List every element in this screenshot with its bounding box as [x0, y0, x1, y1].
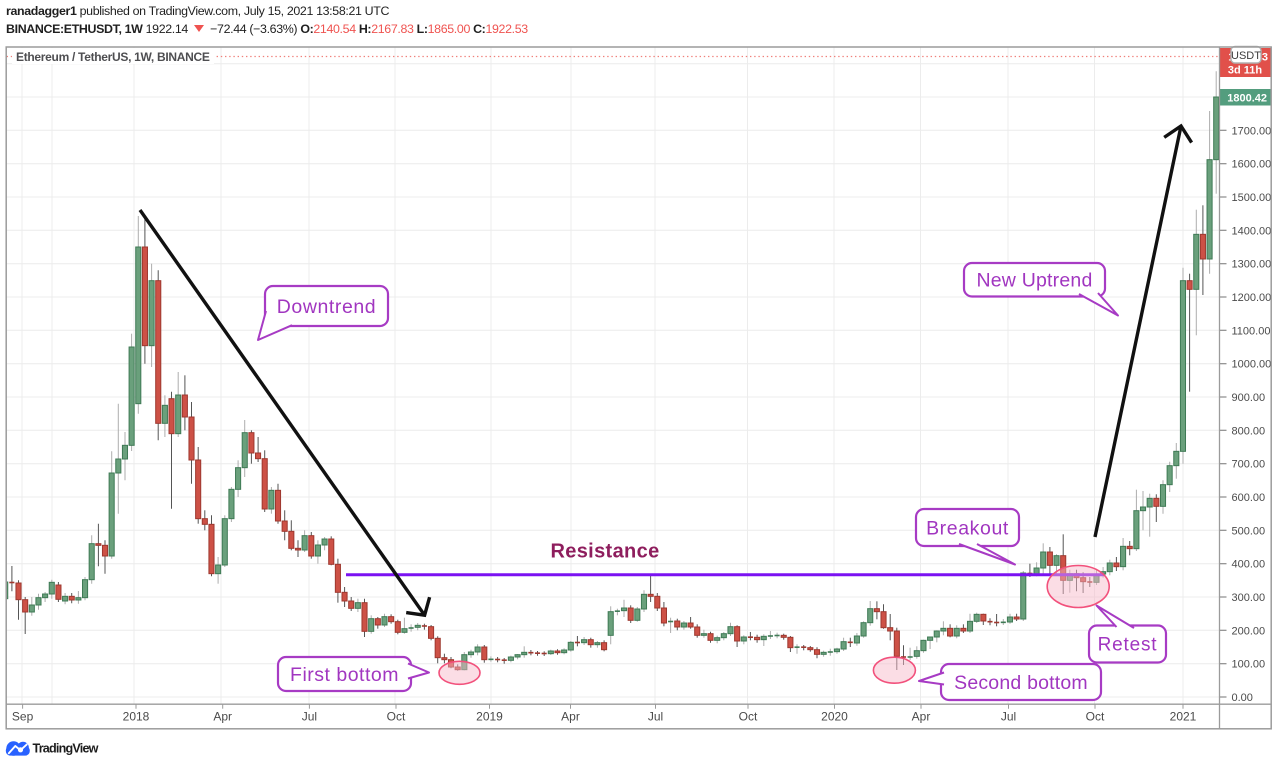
svg-text:800.00: 800.00 — [1232, 425, 1266, 437]
svg-text:Oct: Oct — [387, 709, 406, 723]
svg-text:1700.00: 1700.00 — [1232, 125, 1272, 137]
svg-text:200.00: 200.00 — [1232, 625, 1266, 637]
svg-text:Breakout: Breakout — [926, 517, 1009, 539]
svg-text:1000.00: 1000.00 — [1232, 359, 1272, 371]
svg-text:1400.00: 1400.00 — [1232, 225, 1272, 237]
svg-text:2020: 2020 — [821, 709, 848, 723]
svg-text:2021: 2021 — [1170, 709, 1197, 723]
svg-text:3d 11h: 3d 11h — [1228, 65, 1263, 77]
svg-text:Resistance: Resistance — [550, 541, 659, 563]
svg-text:600.00: 600.00 — [1232, 492, 1266, 504]
svg-text:USDT: USDT — [1231, 50, 1261, 62]
svg-text:Oct: Oct — [1086, 709, 1105, 723]
svg-text:Downtrend: Downtrend — [277, 296, 376, 318]
svg-text:Sep: Sep — [12, 709, 34, 723]
svg-text:New Uptrend: New Uptrend — [976, 270, 1092, 292]
svg-text:2019: 2019 — [476, 709, 503, 723]
svg-text:2018: 2018 — [123, 709, 150, 723]
svg-text:Jul: Jul — [302, 709, 317, 723]
svg-text:Retest: Retest — [1098, 635, 1158, 656]
svg-text:1200.00: 1200.00 — [1232, 292, 1272, 304]
svg-text:300.00: 300.00 — [1232, 592, 1266, 604]
svg-text:Oct: Oct — [739, 709, 758, 723]
svg-text:500.00: 500.00 — [1232, 525, 1266, 537]
svg-text:Ethereum / TetherUS, 1W, BINAN: Ethereum / TetherUS, 1W, BINANCE — [16, 50, 210, 64]
svg-text:1800.42: 1800.42 — [1227, 93, 1267, 105]
svg-text:900.00: 900.00 — [1232, 392, 1266, 404]
svg-text:1300.00: 1300.00 — [1232, 259, 1272, 271]
svg-text:Second bottom: Second bottom — [954, 672, 1088, 694]
svg-text:Apr: Apr — [561, 709, 580, 723]
svg-text:Jul: Jul — [648, 709, 663, 723]
svg-text:400.00: 400.00 — [1232, 559, 1266, 571]
svg-text:Jul: Jul — [1001, 709, 1016, 723]
svg-text:TradingView: TradingView — [33, 742, 99, 756]
svg-text:100.00: 100.00 — [1232, 659, 1266, 671]
svg-text:1100.00: 1100.00 — [1232, 325, 1271, 337]
svg-text:700.00: 700.00 — [1232, 459, 1266, 471]
svg-text:Apr: Apr — [213, 709, 232, 723]
svg-text:1600.00: 1600.00 — [1232, 159, 1272, 171]
svg-text:0.00: 0.00 — [1232, 692, 1253, 704]
svg-text:First bottom: First bottom — [290, 664, 399, 686]
svg-text:Apr: Apr — [912, 709, 931, 723]
svg-text:1500.00: 1500.00 — [1232, 192, 1272, 204]
